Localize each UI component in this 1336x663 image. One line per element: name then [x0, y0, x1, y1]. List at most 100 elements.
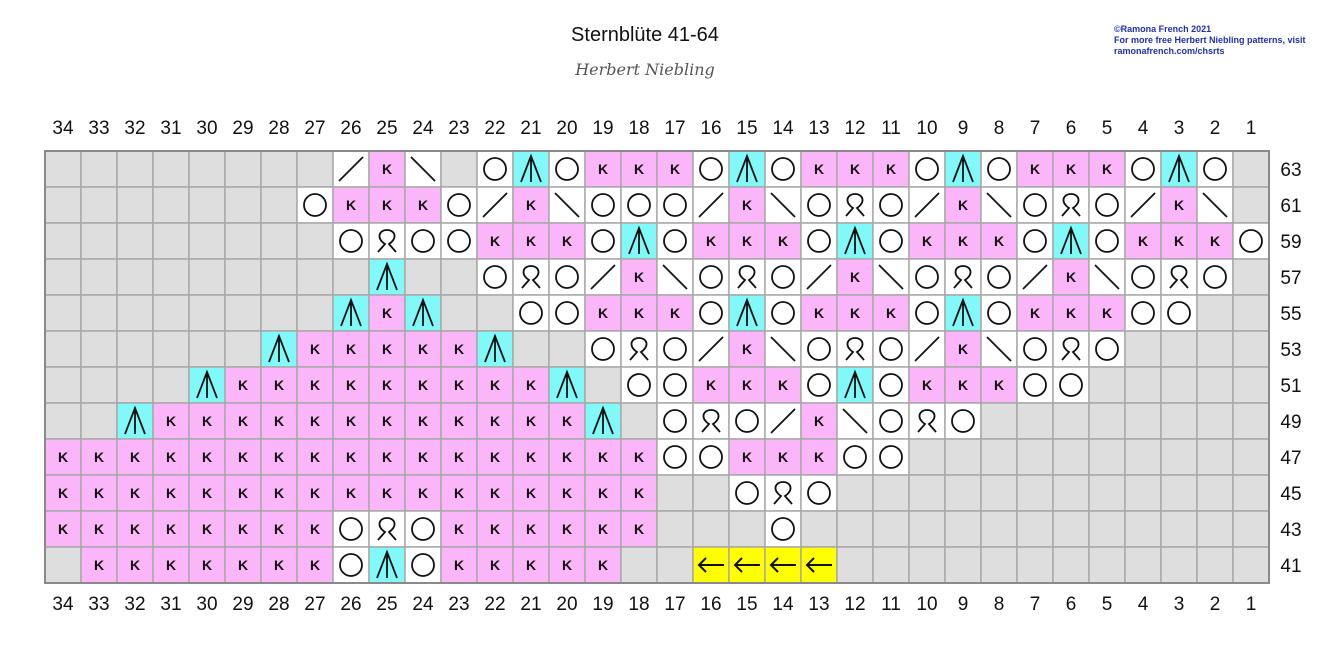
chart-cell: K [296, 546, 334, 584]
knit-symbol: K [94, 449, 104, 465]
knit-symbol: K [850, 269, 860, 285]
chart-cell [1196, 186, 1234, 224]
chart-cell [728, 474, 766, 512]
chart-cell [440, 186, 478, 224]
double-decrease-symbol [736, 153, 758, 183]
knit-symbol: K [454, 557, 464, 573]
yarn-over-symbol [411, 517, 435, 541]
twisted-yarn-over-symbol [773, 481, 793, 505]
knit-symbol: K [1102, 305, 1112, 321]
chart-cell [1088, 474, 1126, 512]
chart-cell [692, 330, 730, 368]
column-label-top: 7 [1030, 118, 1041, 139]
chart-cell [836, 402, 874, 440]
knit-symbol: K [418, 341, 428, 357]
chart-cell [728, 546, 766, 584]
double-decrease-symbol [340, 297, 362, 327]
chart-cell: K [296, 438, 334, 476]
knit-symbol: K [958, 341, 968, 357]
knit-symbol: K [346, 197, 356, 213]
chart-cell [44, 402, 82, 440]
chart-cell: K [296, 474, 334, 512]
knit-symbol: K [418, 377, 428, 393]
knit-symbol: K [346, 485, 356, 501]
chart-cell [116, 366, 154, 404]
chart-cell: K [836, 294, 874, 332]
chart-cell: K [332, 474, 370, 512]
chart-cell [296, 294, 334, 332]
knit-symbol: K [382, 377, 392, 393]
row-label: 61 [1280, 196, 1301, 217]
chart-cell [188, 366, 226, 404]
row-label: 51 [1280, 376, 1301, 397]
chart-cell [656, 330, 694, 368]
yarn-over-symbol [771, 157, 795, 181]
knit-symbol: K [778, 233, 788, 249]
chart-cell [116, 150, 154, 188]
chart-author: Herbert Niebling [575, 60, 715, 79]
left-decrease-symbol [842, 408, 868, 434]
chart-cell: K [368, 438, 406, 476]
chart-cell [1052, 474, 1090, 512]
left-decrease-symbol [878, 264, 904, 290]
chart-cell [152, 330, 190, 368]
chart-cell [1232, 294, 1270, 332]
yarn-over-symbol [663, 337, 687, 361]
chart-cell: K [620, 258, 658, 296]
chart-cell [224, 150, 262, 188]
chart-cell [404, 222, 442, 260]
yarn-over-symbol [447, 229, 471, 253]
column-label-top: 23 [448, 118, 469, 139]
chart-cell [1196, 150, 1234, 188]
double-decrease-symbol [952, 297, 974, 327]
chart-cell [1124, 294, 1162, 332]
chart-cell: K [620, 510, 658, 548]
chart-cell [944, 150, 982, 188]
chart-cell [728, 294, 766, 332]
chart-border [44, 150, 1270, 584]
yarn-over-symbol [915, 301, 939, 325]
knit-symbol: K [130, 521, 140, 537]
knit-symbol: K [670, 161, 680, 177]
yarn-over-symbol [627, 193, 651, 217]
chart-cell [1196, 294, 1234, 332]
knit-symbol: K [346, 413, 356, 429]
chart-cell [44, 294, 82, 332]
chart-cell [1088, 330, 1126, 368]
yarn-over-symbol [771, 301, 795, 325]
yarn-over-symbol [1023, 193, 1047, 217]
chart-cell [656, 474, 694, 512]
chart-cell: K [116, 438, 154, 476]
knit-symbol: K [562, 521, 572, 537]
chart-cell: K [152, 402, 190, 440]
chart-title: Sternblüte 41-64 [571, 24, 719, 46]
yarn-over-symbol [1095, 337, 1119, 361]
chart-cell [476, 150, 514, 188]
knit-symbol: K [382, 341, 392, 357]
double-decrease-symbol [556, 369, 578, 399]
row-label: 41 [1280, 556, 1301, 577]
knit-symbol: K [634, 269, 644, 285]
chart-cell: K [368, 402, 406, 440]
column-label-top: 12 [844, 118, 865, 139]
knit-symbol: K [562, 557, 572, 573]
chart-cell [1232, 186, 1270, 224]
knit-symbol: K [562, 485, 572, 501]
chart-cell [512, 294, 550, 332]
chart-cell: K [80, 546, 118, 584]
chart-cell [152, 150, 190, 188]
chart-cell [188, 330, 226, 368]
chart-cell: K [512, 438, 550, 476]
chart-cell [1232, 510, 1270, 548]
yarn-over-symbol [1131, 301, 1155, 325]
knit-symbol: K [166, 485, 176, 501]
chart-cell: K [404, 186, 442, 224]
column-label-bottom: 31 [160, 594, 181, 615]
chart-cell: K [728, 186, 766, 224]
chart-cell [728, 150, 766, 188]
chart-cell [980, 294, 1018, 332]
chart-cell [1088, 546, 1126, 584]
knit-symbol: K [202, 413, 212, 429]
chart-cell [656, 438, 694, 476]
chart-cell: K [620, 150, 658, 188]
